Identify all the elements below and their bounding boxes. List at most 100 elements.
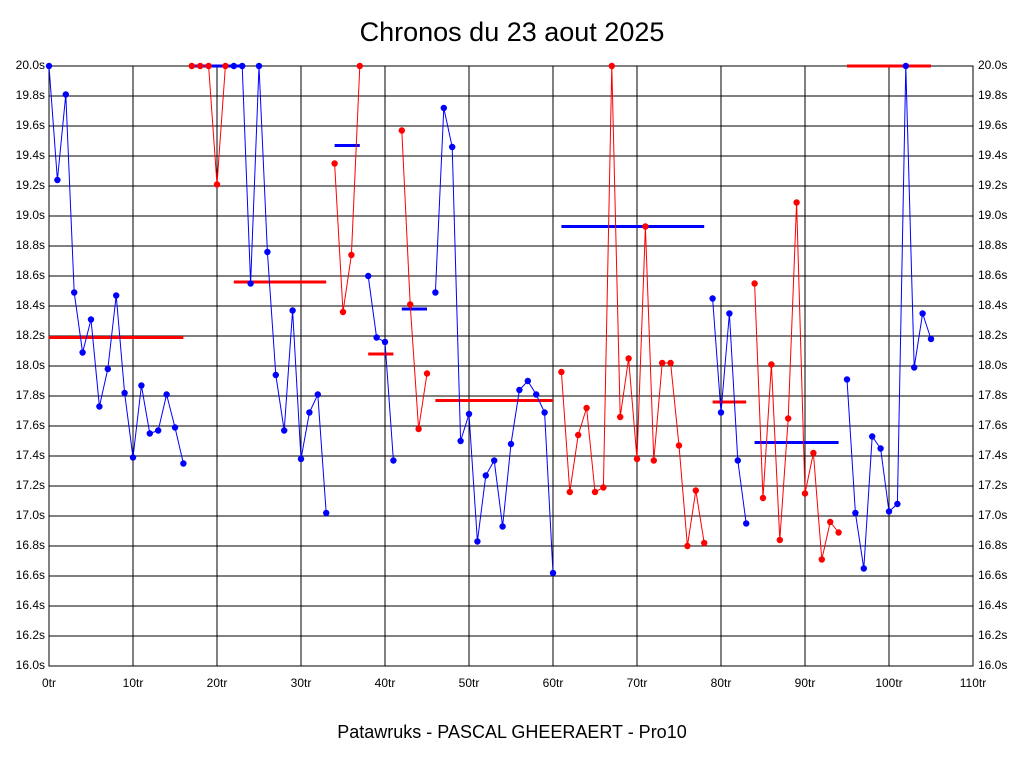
- y-tick-label-right: 20.0s: [978, 58, 1007, 72]
- point: [558, 368, 565, 376]
- point: [45, 62, 53, 70]
- point: [566, 488, 573, 496]
- point: [650, 457, 657, 464]
- chart-title: Chronos du 23 aout 2025: [360, 17, 665, 47]
- x-tick-label: 10tr: [123, 676, 144, 690]
- point: [415, 425, 422, 433]
- point: [835, 529, 842, 536]
- point: [54, 176, 61, 184]
- point: [491, 457, 498, 464]
- point: [885, 508, 893, 515]
- point: [339, 308, 347, 316]
- y-tick-label: 19.2s: [16, 178, 45, 192]
- x-tick-label: 40tr: [375, 676, 396, 690]
- point: [180, 460, 187, 467]
- point: [398, 127, 405, 134]
- series-line: [560, 65, 705, 547]
- point: [247, 280, 254, 287]
- y-tick-label-right: 16.2s: [978, 628, 1007, 642]
- y-tick-label: 19.0s: [16, 208, 45, 222]
- point: [734, 457, 741, 464]
- point: [79, 349, 86, 356]
- point: [533, 391, 540, 398]
- point: [205, 62, 212, 70]
- point: [684, 542, 691, 550]
- y-tick-label-right: 16.6s: [978, 568, 1007, 582]
- y-tick-label: 16.6s: [16, 568, 45, 582]
- point: [776, 536, 783, 544]
- x-tick-label: 0tr: [42, 676, 56, 690]
- point: [575, 431, 582, 439]
- series-line: [367, 275, 394, 461]
- y-tick-label: 18.6s: [16, 268, 45, 282]
- point: [516, 386, 523, 394]
- point: [146, 430, 153, 437]
- x-tick-label: 90tr: [795, 676, 816, 690]
- point: [709, 295, 716, 302]
- point: [759, 494, 767, 502]
- point: [432, 289, 439, 296]
- point: [272, 371, 279, 379]
- point: [171, 424, 179, 431]
- point: [129, 454, 137, 461]
- y-tick-label: 18.4s: [16, 298, 45, 312]
- point: [390, 457, 397, 464]
- point: [633, 455, 641, 463]
- point: [810, 449, 817, 457]
- y-tick-label-right: 17.8s: [978, 388, 1007, 402]
- point: [71, 289, 78, 296]
- point: [381, 338, 389, 346]
- y-tick-label-right: 19.0s: [978, 208, 1007, 222]
- plot-border: [48, 65, 974, 667]
- y-tick-label-right: 18.6s: [978, 268, 1007, 282]
- point: [155, 427, 162, 434]
- point: [877, 445, 884, 452]
- point: [642, 223, 649, 230]
- point: [701, 539, 708, 547]
- point: [507, 440, 515, 448]
- point: [474, 538, 481, 545]
- point: [423, 370, 431, 377]
- point: [911, 364, 918, 371]
- point: [281, 427, 288, 434]
- y-tick-label: 17.4s: [16, 448, 45, 462]
- point: [860, 565, 867, 572]
- point: [499, 523, 506, 530]
- y-tick-label: 17.6s: [16, 418, 45, 432]
- point: [600, 484, 607, 491]
- point: [87, 316, 95, 323]
- point: [801, 490, 809, 497]
- point: [314, 391, 321, 398]
- point: [188, 62, 195, 70]
- y-tick-label-right: 17.4s: [978, 448, 1007, 462]
- point: [541, 409, 548, 416]
- point: [617, 413, 624, 421]
- point: [449, 143, 456, 151]
- point: [692, 487, 699, 494]
- y-tick-label-right: 18.0s: [978, 358, 1007, 372]
- point: [121, 389, 128, 397]
- y-tick-label-right: 19.2s: [978, 178, 1007, 192]
- x-tick-label: 50tr: [459, 676, 480, 690]
- y-tick-label: 18.0s: [16, 358, 45, 372]
- y-tick-label: 18.8s: [16, 238, 45, 252]
- point: [818, 556, 825, 563]
- point: [768, 361, 775, 368]
- point: [583, 404, 590, 412]
- y-tick-label: 16.2s: [16, 628, 45, 642]
- point: [827, 518, 834, 526]
- x-tick-label: 110tr: [960, 676, 986, 690]
- point: [264, 248, 271, 256]
- y-tick-label-right: 19.4s: [978, 148, 1007, 162]
- point: [482, 472, 489, 479]
- y-tick-label: 16.4s: [16, 598, 45, 612]
- point: [323, 509, 330, 517]
- y-tick-label-right: 16.0s: [978, 658, 1007, 672]
- y-tick-label: 16.8s: [16, 538, 45, 552]
- y-tick-label-right: 16.4s: [978, 598, 1007, 612]
- point: [625, 355, 632, 362]
- y-tick-label-right: 18.2s: [978, 328, 1007, 342]
- y-tick-label: 19.4s: [16, 148, 45, 162]
- x-tick-label: 60tr: [543, 676, 564, 690]
- x-tick-label: 80tr: [711, 676, 732, 690]
